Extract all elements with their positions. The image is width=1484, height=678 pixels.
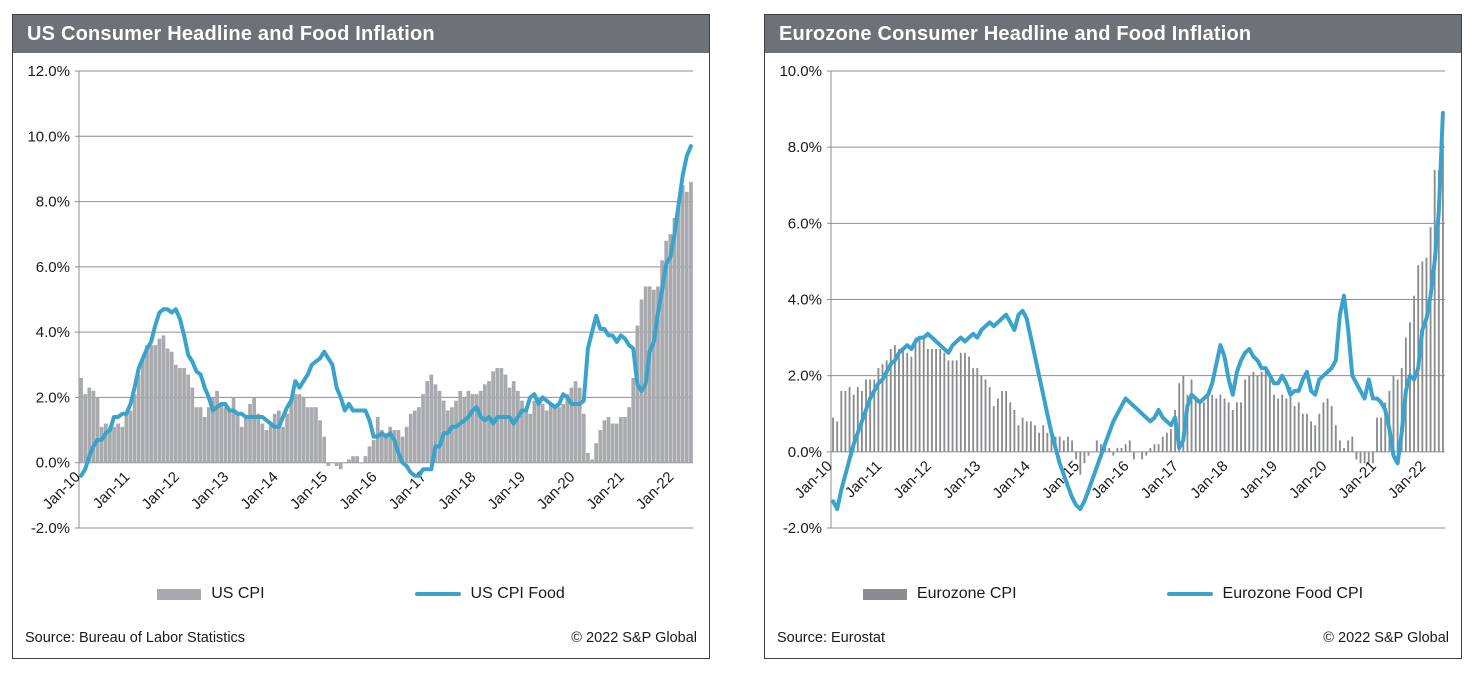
legend-item-eurozone-food-cpi: Eurozone Food CPI	[1166, 585, 1364, 603]
us-inflation-panel: US Consumer Headline and Food Inflation …	[12, 14, 710, 659]
svg-text:Jan-16: Jan-16	[1088, 458, 1132, 502]
svg-text:8.0%: 8.0%	[788, 139, 822, 156]
eurozone-cpi-bar-swatch	[862, 588, 907, 600]
svg-text:4.0%: 4.0%	[788, 292, 822, 309]
svg-text:Jan-13: Jan-13	[940, 458, 984, 502]
svg-text:Jan-20: Jan-20	[1286, 458, 1330, 502]
us-source-text: Source: Bureau of Labor Statistics	[25, 630, 246, 646]
eurozone-source-text: Source: Eurostat	[777, 630, 885, 646]
svg-text:Jan-17: Jan-17	[386, 469, 430, 513]
svg-text:Jan-13: Jan-13	[188, 469, 232, 513]
svg-text:2.0%: 2.0%	[788, 368, 822, 385]
svg-text:Jan-22: Jan-22	[1385, 458, 1429, 502]
us-cpi-bar-swatch	[157, 588, 202, 600]
svg-text:Jan-19: Jan-19	[484, 469, 528, 513]
us-cpi-food-legend-label: US CPI Food	[470, 585, 565, 602]
svg-text:Jan-12: Jan-12	[138, 469, 182, 513]
us-chart-title: US Consumer Headline and Food Inflation	[13, 15, 709, 53]
legend-item-us-cpi: US CPI	[157, 585, 265, 603]
eurozone-food-cpi-line-swatch	[1166, 592, 1213, 596]
svg-text:Jan-10: Jan-10	[39, 469, 83, 513]
svg-text:Jan-22: Jan-22	[633, 469, 677, 513]
svg-text:4.0%: 4.0%	[36, 324, 70, 341]
eurozone-chart-footer: Source: Eurostat © 2022 S&P Global	[765, 630, 1461, 658]
svg-text:Jan-21: Jan-21	[1335, 458, 1379, 502]
svg-text:-2.0%: -2.0%	[31, 520, 70, 537]
eurozone-inflation-panel: Eurozone Consumer Headline and Food Infl…	[764, 14, 1462, 659]
svg-text:0.0%: 0.0%	[36, 455, 70, 472]
eurozone-food-cpi-legend-label: Eurozone Food CPI	[1222, 585, 1364, 602]
svg-text:-2.0%: -2.0%	[783, 520, 822, 537]
eurozone-cpi-legend-label: Eurozone CPI	[916, 585, 1017, 602]
svg-text:Jan-17: Jan-17	[1138, 458, 1182, 502]
us-cpi-food-line-swatch	[414, 592, 461, 596]
svg-text:Jan-21: Jan-21	[583, 469, 627, 513]
svg-text:Jan-18: Jan-18	[1187, 458, 1231, 502]
eurozone-chart-legend: Eurozone CPI Eurozone Food CPI	[765, 573, 1461, 615]
svg-text:Jan-12: Jan-12	[890, 458, 934, 502]
legend-item-us-cpi-food: US CPI Food	[414, 585, 565, 603]
svg-text:Jan-14: Jan-14	[237, 469, 281, 513]
eurozone-copyright-text: © 2022 S&P Global	[1323, 630, 1449, 646]
svg-text:Jan-16: Jan-16	[336, 469, 380, 513]
legend-item-eurozone-cpi: Eurozone CPI	[862, 585, 1017, 603]
svg-text:Jan-20: Jan-20	[534, 469, 578, 513]
charts-row: US Consumer Headline and Food Inflation …	[12, 14, 1462, 659]
svg-text:10.0%: 10.0%	[779, 63, 822, 80]
us-copyright-text: © 2022 S&P Global	[571, 630, 697, 646]
svg-text:10.0%: 10.0%	[27, 128, 70, 145]
svg-text:Jan-14: Jan-14	[989, 458, 1033, 502]
eurozone-chart-title: Eurozone Consumer Headline and Food Infl…	[765, 15, 1461, 53]
svg-text:8.0%: 8.0%	[36, 194, 70, 211]
svg-text:Jan-19: Jan-19	[1236, 458, 1280, 502]
eurozone-inflation-chart: 10.0% 8.0% 6.0% 4.0% 2.0% 0.0% -2.0% Jan-10 Jan-…	[779, 63, 1445, 537]
us-cpi-legend-label: US CPI	[211, 585, 265, 602]
svg-text:Jan-18: Jan-18	[435, 469, 479, 513]
us-chart-footer: Source: Bureau of Labor Statistics © 202…	[13, 630, 709, 658]
svg-text:Jan-11: Jan-11	[90, 469, 134, 513]
svg-text:6.0%: 6.0%	[788, 215, 822, 232]
svg-text:Jan-15: Jan-15	[287, 469, 331, 513]
svg-text:2.0%: 2.0%	[36, 389, 70, 406]
svg-text:0.0%: 0.0%	[788, 444, 822, 461]
us-inflation-chart: 12.0% 10.0% 8.0% 6.0% 4.0% 2.0% 0.0% -2.0% Jan-1…	[27, 63, 693, 537]
us-chart-legend: US CPI US CPI Food	[13, 573, 709, 615]
svg-text:6.0%: 6.0%	[36, 259, 70, 276]
svg-text:Jan-10: Jan-10	[791, 458, 835, 502]
svg-text:12.0%: 12.0%	[27, 63, 70, 80]
